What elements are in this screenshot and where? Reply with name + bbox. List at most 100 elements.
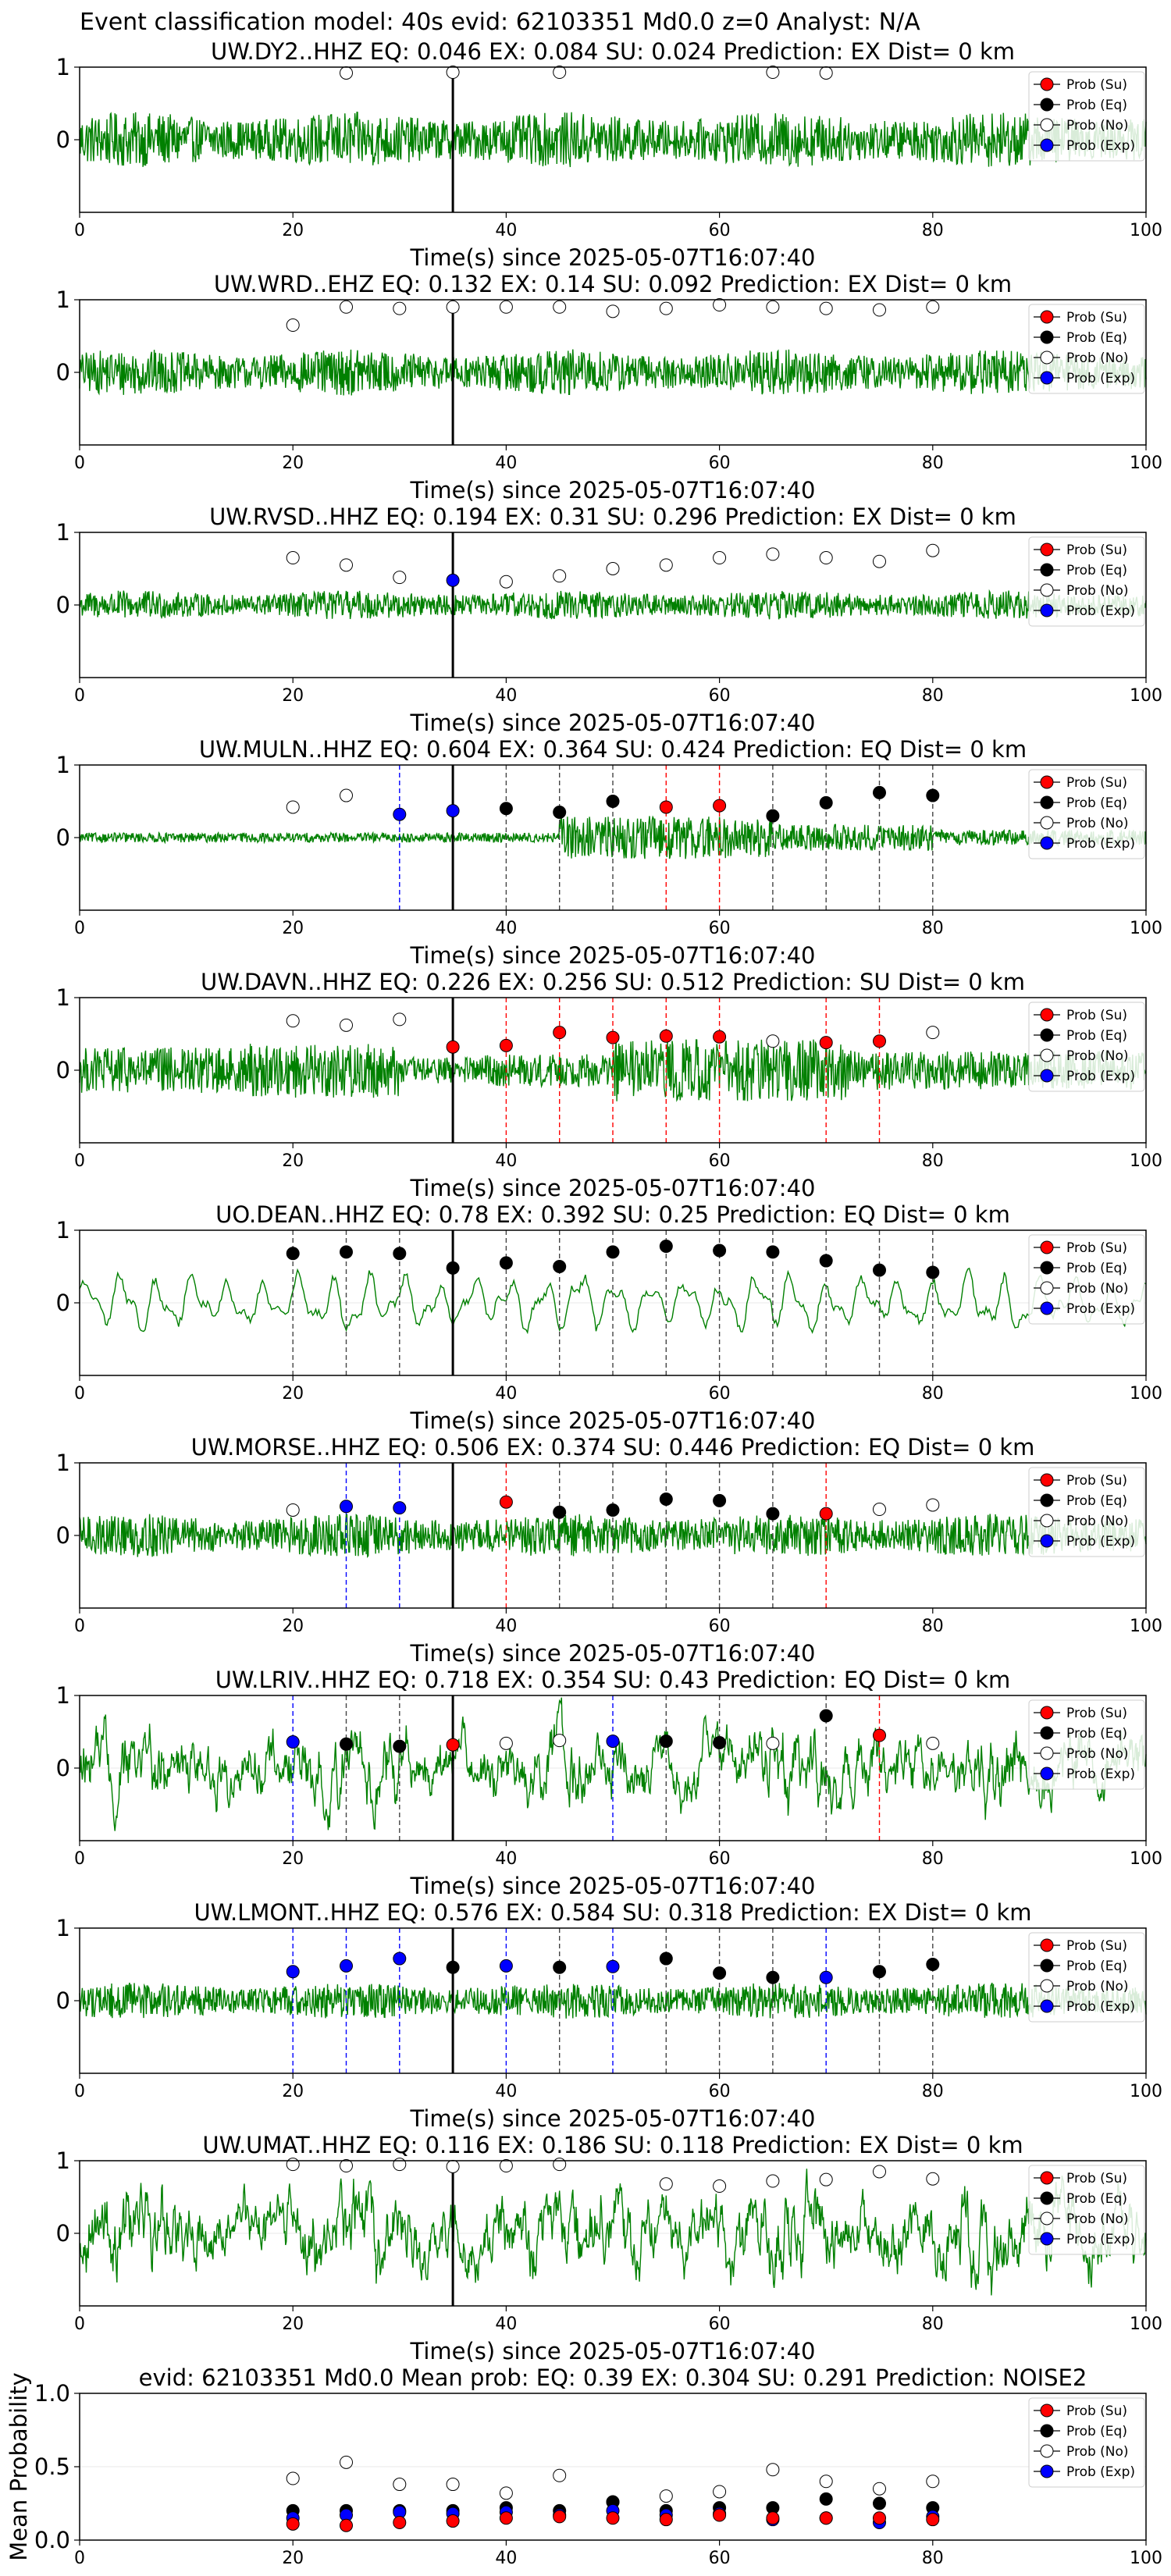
mean-marker-no-45 [553, 2468, 567, 2482]
panel-title: UW.MORSE..HHZ EQ: 0.506 EX: 0.374 SU: 0.… [191, 1434, 1035, 1461]
window-marker-55-su [659, 800, 673, 814]
legend-box [1028, 1002, 1145, 1092]
legend-label-exp: Prob (Exp) [1066, 2232, 1135, 2247]
waveform-trace [79, 815, 1147, 859]
legend-marker-no [1040, 1746, 1054, 1760]
window-marker-25-no [340, 1018, 353, 1032]
y-tick-label-1: 1 [56, 519, 70, 546]
mean-marker-no-75 [873, 2482, 886, 2496]
mean-marker-no-60 [713, 2485, 727, 2499]
legend-marker-eq [1040, 1493, 1054, 1507]
x-tick-label-80: 80 [922, 2082, 944, 2101]
legend-marker-no [1040, 2444, 1054, 2458]
window-marker-30-no [393, 2158, 407, 2172]
x-tick-label-20: 20 [282, 1617, 304, 1636]
window-marker-40-no [499, 2159, 513, 2173]
window-marker-60-no [713, 2179, 727, 2194]
x-tick-label-80: 80 [922, 686, 944, 706]
window-marker-75-eq [873, 1965, 886, 1979]
legend-label-no: Prob (No) [1066, 2211, 1129, 2227]
legend-label-no: Prob (No) [1066, 1514, 1129, 1529]
window-marker-60-eq [713, 1966, 727, 1980]
window-marker-50-eq [606, 1245, 620, 1259]
x-tick-label-20: 20 [282, 686, 304, 706]
window-marker-35-no [446, 2159, 460, 2173]
window-marker-65-no [766, 66, 780, 80]
legend-marker-no [1040, 583, 1054, 597]
window-marker-50-exp [606, 1735, 620, 1749]
legend-label-eq: Prob (Eq) [1066, 1261, 1127, 1276]
window-marker-75-no [873, 554, 886, 568]
x-tick-label-80: 80 [922, 1849, 944, 1869]
window-marker-65-no [766, 1034, 780, 1048]
window-marker-70-eq [819, 795, 833, 809]
y-tick-label-1: 1 [56, 1217, 70, 1244]
window-marker-60-su [713, 1030, 727, 1044]
legend-label-su: Prob (Su) [1066, 1706, 1127, 1721]
legend-box [1028, 1467, 1145, 1557]
station-panel-uw-rvsd-hhz: UW.RVSD..HHZ EQ: 0.194 EX: 0.31 SU: 0.29… [56, 503, 1162, 736]
x-tick-label-40: 40 [495, 919, 517, 938]
legend-label-eq: Prob (Eq) [1066, 2191, 1127, 2207]
mean-marker-no-65 [766, 2463, 780, 2477]
legend-box [1028, 536, 1145, 627]
legend-marker-eq [1040, 1959, 1054, 1973]
legend-marker-exp [1040, 2464, 1054, 2478]
window-marker-25-no [340, 558, 353, 572]
x-tick-label-40: 40 [495, 1617, 517, 1636]
x-tick-label-100: 100 [1130, 454, 1162, 473]
station-panel-uw-muln-hhz: UW.MULN..HHZ EQ: 0.604 EX: 0.364 SU: 0.4… [56, 736, 1162, 969]
legend-marker-no [1040, 1281, 1054, 1295]
x-tick-label-0: 0 [74, 221, 85, 240]
panel-title: UW.DY2..HHZ EQ: 0.046 EX: 0.084 SU: 0.02… [211, 38, 1015, 65]
legend-label-no: Prob (No) [1066, 350, 1129, 366]
x-tick-label-0: 0 [74, 1151, 85, 1171]
x-tick-label-100: 100 [1130, 221, 1162, 240]
y-tick-label-0: 0 [56, 1290, 70, 1316]
legend-marker-exp [1040, 836, 1054, 850]
legend-label-su: Prob (Su) [1066, 2403, 1127, 2419]
window-marker-80-no [926, 300, 940, 314]
window-marker-35-exp [446, 573, 460, 587]
y-tick-label-1: 1 [56, 1682, 70, 1709]
legend-marker-exp [1040, 2232, 1054, 2246]
waveform-trace [79, 2169, 1147, 2296]
window-marker-60-eq [713, 1244, 727, 1258]
mean-marker-su-65 [766, 2511, 780, 2525]
legend-label-exp: Prob (Exp) [1066, 1999, 1135, 2015]
window-marker-55-eq [659, 1952, 673, 1966]
x-axis-label: Time(s) since 2025-05-07T16:07:40 [410, 1873, 816, 1899]
panel-title: UW.MULN..HHZ EQ: 0.604 EX: 0.364 SU: 0.4… [199, 736, 1027, 763]
legend-label-no: Prob (No) [1066, 1048, 1129, 1064]
window-marker-20-no [286, 2158, 300, 2172]
legend-label-exp: Prob (Exp) [1066, 138, 1135, 154]
window-marker-20-exp [286, 1735, 300, 1749]
legend-marker-su [1040, 2171, 1054, 2185]
x-tick-label-0: 0 [74, 1849, 85, 1869]
y-tick-label-1: 1 [56, 54, 70, 80]
legend-marker-su [1040, 1938, 1054, 1952]
window-marker-25-exp [340, 1500, 353, 1514]
legend-box [1028, 2165, 1145, 2255]
x-tick-label-0: 0 [74, 454, 85, 473]
x-tick-label-0: 0 [74, 919, 85, 938]
x-tick-label-100: 100 [1130, 1849, 1162, 1869]
y-tick-label-0: 0 [56, 2220, 70, 2247]
window-marker-50-su [606, 1030, 620, 1044]
window-marker-70-su [819, 1507, 833, 1521]
legend-marker-su [1040, 1008, 1054, 1022]
window-marker-20-no [286, 1503, 300, 1517]
mean-marker-no-55 [659, 2489, 673, 2503]
legend-box [1028, 2397, 1145, 2488]
window-marker-65-eq [766, 1970, 780, 1984]
window-marker-50-no [606, 304, 620, 318]
x-tick-label-60: 60 [709, 1617, 731, 1636]
window-marker-25-exp [340, 1959, 353, 1973]
mean-marker-su-45 [553, 2510, 567, 2524]
x-axis-label: Time(s) since 2025-05-07T16:07:40 [410, 1640, 816, 1667]
legend-marker-eq [1040, 1726, 1054, 1740]
window-marker-80-no [926, 1736, 940, 1750]
window-marker-65-eq [766, 1507, 780, 1521]
y-tick-label-0: 0 [56, 359, 70, 386]
legend-marker-no [1040, 1048, 1054, 1062]
